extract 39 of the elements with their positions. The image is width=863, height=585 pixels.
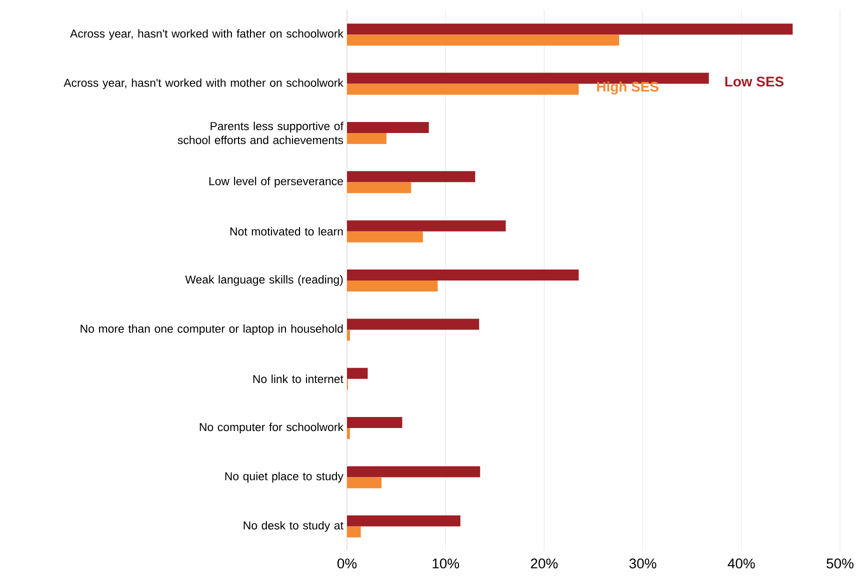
bar xyxy=(347,220,506,232)
bar xyxy=(347,428,350,440)
bar xyxy=(347,122,429,133)
bar xyxy=(347,34,620,46)
bar xyxy=(347,280,438,292)
bar xyxy=(347,515,460,526)
bar xyxy=(347,182,412,194)
y-tick-label: Across year, hasn't worked with father on schoolwork xyxy=(70,29,344,40)
y-tick-label: Weak language skills (reading) xyxy=(185,275,343,286)
bar xyxy=(347,171,476,182)
x-tick-label: 30% xyxy=(629,558,656,568)
y-tick-label: No desk to study at xyxy=(244,521,344,532)
y-tick-label: Low level of perseverance xyxy=(209,176,343,188)
x-tick-label: 50% xyxy=(826,558,854,568)
y-tick-label: No more than one computer or laptop in household xyxy=(80,324,343,336)
x-tick-label: 0% xyxy=(337,558,357,568)
x-tick-label: 20% xyxy=(530,558,558,568)
series-label: High SES xyxy=(597,81,658,95)
bar xyxy=(347,477,382,488)
y-tick-label: Not motivated to learn xyxy=(230,227,343,236)
y-tick-label: No computer for schoolwork xyxy=(200,422,344,434)
bar xyxy=(347,466,480,478)
y-tick-label: Across year, hasn't worked with mother on schoolwork xyxy=(64,78,344,90)
bar xyxy=(347,270,579,281)
x-tick-label: 10% xyxy=(432,558,460,568)
bar xyxy=(347,132,386,144)
y-tick-label: Parents less supportive of school efforts and achievements xyxy=(178,122,344,144)
bar xyxy=(347,84,579,95)
bar xyxy=(347,330,350,341)
y-tick-label: No quiet place to study xyxy=(225,472,344,483)
bar xyxy=(347,526,361,538)
bar xyxy=(347,417,402,428)
bar xyxy=(347,368,368,379)
x-tick-label: 40% xyxy=(728,558,755,568)
bar xyxy=(347,318,480,330)
bar xyxy=(347,24,793,35)
series-label: Low SES xyxy=(725,76,784,87)
bar xyxy=(347,231,423,242)
y-tick-label: No link to internet xyxy=(253,374,344,384)
